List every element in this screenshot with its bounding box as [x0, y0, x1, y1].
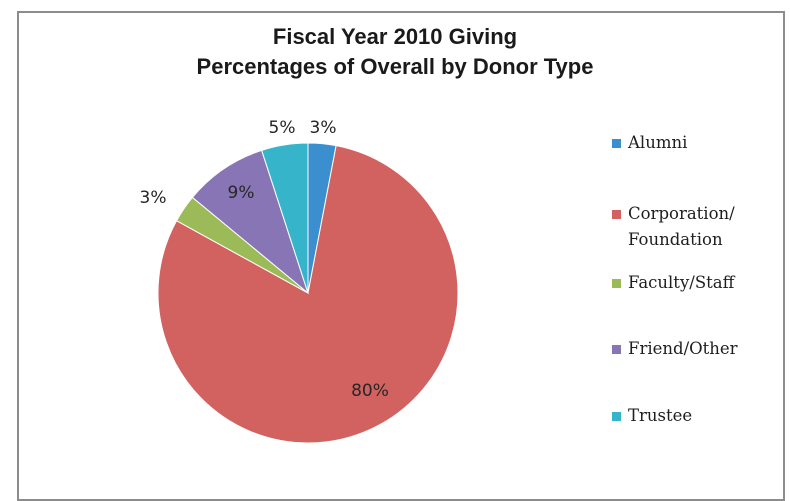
pie-slice-trustee — [261, 142, 309, 294]
chart-title-line-1: Fiscal Year 2010 Giving — [272, 24, 518, 49]
chart-title: Fiscal Year 2010 Giving Percentages of O… — [0, 22, 790, 82]
slice-label-faculty-staff: 3% — [140, 188, 167, 208]
pie-slice-friend-other — [191, 149, 310, 295]
legend-item-corporation-foundation: Corporation/ Foundation — [612, 201, 735, 253]
slice-label-trustee: 5% — [269, 118, 296, 138]
legend-label: Trustee — [628, 406, 693, 425]
pie-slice-corporation-foundation — [157, 145, 459, 444]
legend-label: Corporation/ Foundation — [628, 204, 735, 249]
legend-swatch — [612, 139, 621, 148]
legend-swatch — [612, 412, 621, 421]
legend-swatch — [612, 210, 621, 219]
slice-label-corporation-foundation: 80% — [351, 381, 389, 401]
legend-swatch — [612, 345, 621, 354]
legend-label: Alumni — [628, 133, 688, 152]
legend-item-alumni: Alumni — [612, 130, 687, 156]
legend-label: Friend/Other — [628, 339, 738, 358]
chart-title-line-2: Percentages of Overall by Donor Type — [196, 54, 594, 79]
legend-item-trustee: Trustee — [612, 403, 692, 429]
legend-swatch — [612, 279, 621, 288]
slice-label-alumni: 3% — [310, 118, 337, 138]
legend-label: Faculty/Staff — [628, 273, 735, 292]
slice-label-friend-other: 9% — [228, 183, 255, 203]
legend-item-friend-other: Friend/Other — [612, 336, 738, 362]
legend-item-faculty-staff: Faculty/Staff — [612, 270, 734, 296]
